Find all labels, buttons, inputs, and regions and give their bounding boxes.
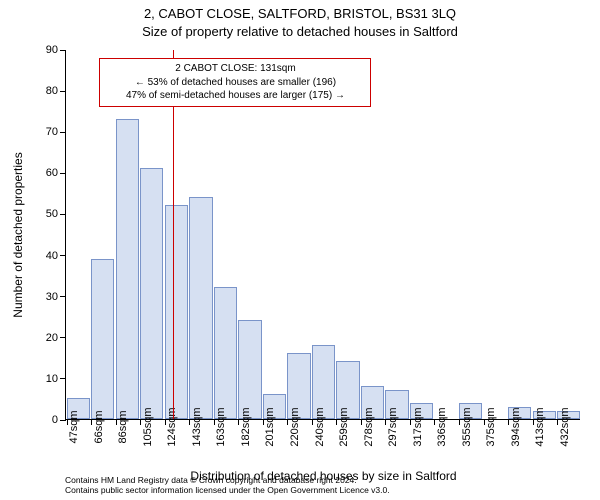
x-tick-label: 355sqm bbox=[461, 407, 473, 446]
x-tick bbox=[508, 419, 509, 425]
x-tick bbox=[557, 419, 558, 425]
y-tick-label: 40 bbox=[46, 250, 58, 262]
x-tick-label: 259sqm bbox=[338, 407, 350, 446]
x-tick bbox=[312, 419, 313, 425]
y-tick-label: 30 bbox=[46, 291, 58, 303]
x-tick-label: 47sqm bbox=[68, 410, 80, 443]
bar bbox=[116, 119, 139, 419]
x-tick-label: 163sqm bbox=[215, 407, 227, 446]
x-tick bbox=[410, 419, 411, 425]
y-tick-label: 90 bbox=[46, 44, 58, 56]
y-tick bbox=[60, 420, 66, 421]
x-tick-label: 86sqm bbox=[117, 410, 129, 443]
bar bbox=[165, 205, 188, 419]
x-tick-label: 375sqm bbox=[485, 407, 497, 446]
annotation-line-3: 47% of semi-detached houses are larger (… bbox=[106, 89, 364, 103]
y-tick-label: 70 bbox=[46, 126, 58, 138]
x-tick-label: 105sqm bbox=[142, 407, 154, 446]
bar bbox=[91, 259, 114, 419]
x-tick-label: 336sqm bbox=[436, 407, 448, 446]
y-tick-label: 10 bbox=[46, 373, 58, 385]
footnote: Contains HM Land Registry data © Crown c… bbox=[65, 475, 580, 496]
x-tick-label: 394sqm bbox=[510, 407, 522, 446]
title-line-2: Size of property relative to detached ho… bbox=[0, 24, 600, 39]
x-tick-label: 143sqm bbox=[191, 407, 203, 446]
x-tick bbox=[459, 419, 460, 425]
x-tick-label: 317sqm bbox=[412, 407, 424, 446]
y-tick-label: 20 bbox=[46, 332, 58, 344]
y-tick-label: 50 bbox=[46, 208, 58, 220]
x-tick-label: 297sqm bbox=[387, 407, 399, 446]
annotation-line-2: ← 53% of detached houses are smaller (19… bbox=[106, 76, 364, 90]
bar bbox=[214, 287, 237, 419]
bar bbox=[189, 197, 212, 419]
x-tick-label: 182sqm bbox=[240, 407, 252, 446]
y-tick-label: 60 bbox=[46, 167, 58, 179]
bar bbox=[140, 168, 163, 419]
y-tick-label: 80 bbox=[46, 85, 58, 97]
footnote-line-2: Contains public sector information licen… bbox=[65, 485, 580, 496]
x-tick bbox=[91, 419, 92, 425]
x-tick-label: 432sqm bbox=[559, 407, 571, 446]
y-tick-label: 0 bbox=[52, 414, 58, 426]
annotation-line-1: 2 CABOT CLOSE: 131sqm bbox=[106, 62, 364, 76]
x-tick-label: 201sqm bbox=[264, 407, 276, 446]
x-tick-label: 278sqm bbox=[363, 407, 375, 446]
title-line-1: 2, CABOT CLOSE, SALTFORD, BRISTOL, BS31 … bbox=[0, 6, 600, 21]
x-tick-label: 413sqm bbox=[534, 407, 546, 446]
x-tick bbox=[361, 419, 362, 425]
plot-area: Number of detached properties 0102030405… bbox=[65, 50, 580, 420]
footnote-line-1: Contains HM Land Registry data © Crown c… bbox=[65, 475, 580, 486]
x-tick-label: 240sqm bbox=[314, 407, 326, 446]
bar bbox=[238, 320, 261, 419]
y-axis-label: Number of detached properties bbox=[11, 152, 25, 317]
x-tick-label: 220sqm bbox=[289, 407, 301, 446]
annotation-box: 2 CABOT CLOSE: 131sqm ← 53% of detached … bbox=[99, 58, 371, 107]
x-tick-label: 66sqm bbox=[93, 410, 105, 443]
